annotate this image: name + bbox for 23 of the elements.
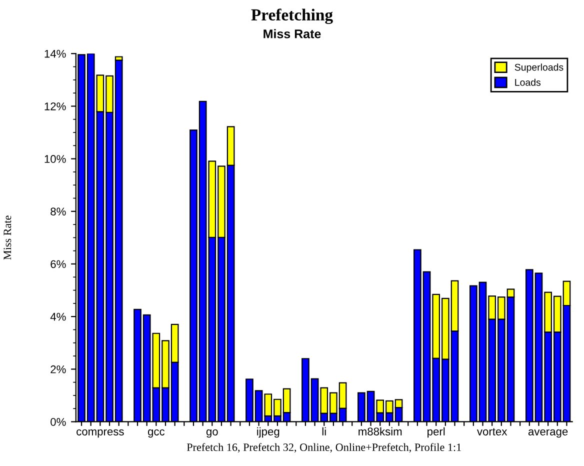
y-tick-label: 12% <box>44 102 66 110</box>
y-axis-title: Miss Rate <box>4 216 12 260</box>
chart-title: Prefetching <box>251 8 333 24</box>
x-tick-label: ijpeg <box>257 427 280 438</box>
y-tick-label: 10% <box>44 155 66 163</box>
chart-subtitle: Miss Rate <box>264 29 321 38</box>
x-tick-label: gcc <box>148 429 165 438</box>
y-tick-label: 0% <box>50 418 66 426</box>
x-axis-title: Prefetch 16, Prefetch 32, Online, Online+Prefetch, Profile 1:1 <box>186 443 461 453</box>
legend-label: Superloads <box>514 64 564 73</box>
legend-label: Loads <box>515 78 541 86</box>
x-tick-label: m88ksim <box>358 427 402 436</box>
x-tick-label: go <box>206 429 218 438</box>
y-tick-label: 2% <box>50 365 66 374</box>
x-tick-label: average <box>528 429 568 438</box>
x-tick-label: li <box>322 427 326 436</box>
y-tick-label: 6% <box>50 260 66 268</box>
x-tick-label: perl <box>428 427 445 438</box>
y-tick-label: 4% <box>50 312 66 321</box>
x-tick-label: compress <box>76 429 124 438</box>
y-tick-label: 8% <box>50 208 66 216</box>
y-tick-label: 14% <box>44 50 66 58</box>
x-tick-label: vortex <box>476 428 508 436</box>
